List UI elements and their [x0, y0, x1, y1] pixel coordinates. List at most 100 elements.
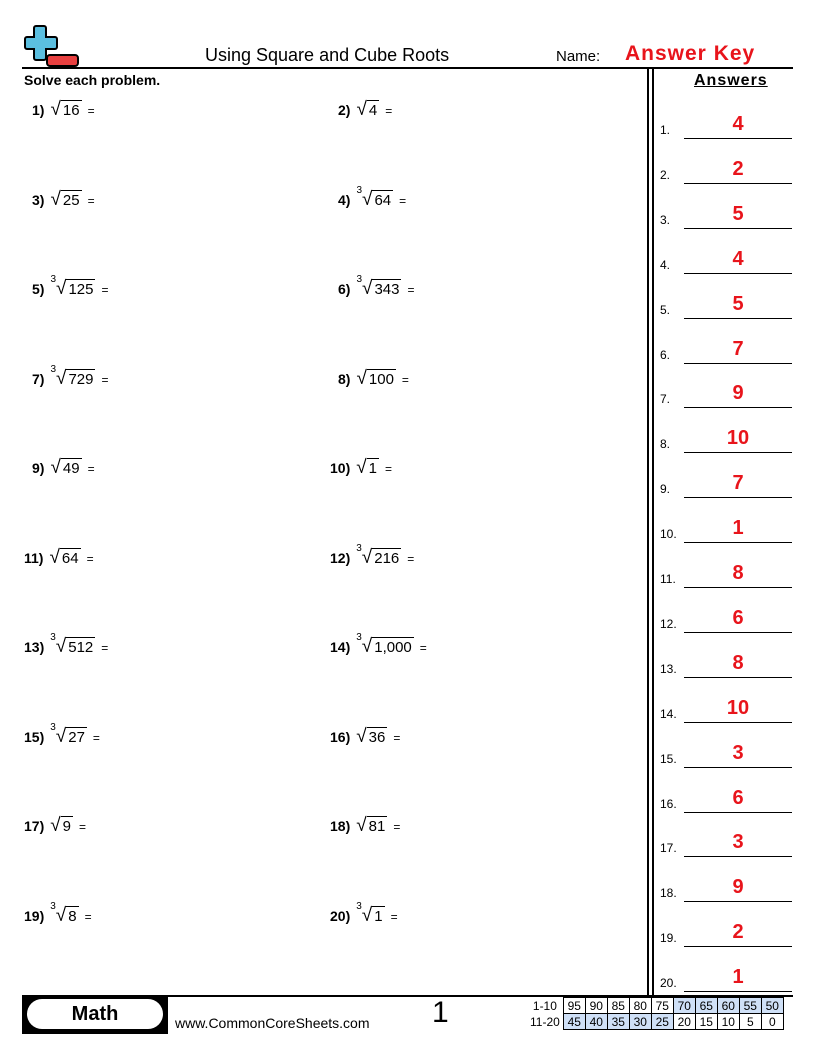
radicand: 49 — [60, 458, 82, 477]
cube-root: 3 √ 8 — [50, 901, 79, 926]
answer-underline — [684, 901, 792, 903]
answers-heading: Answers — [694, 72, 768, 89]
problem-number: 12) — [330, 549, 351, 566]
score-cell: 55 — [738, 997, 762, 1014]
radicand: 36 — [366, 726, 388, 746]
answer-number: 12. — [660, 616, 677, 631]
problem: 17) √ 9 = — [24, 816, 86, 836]
answer-underline — [684, 407, 792, 409]
radical-sign-icon: √ — [55, 725, 67, 747]
answer-value: 5 — [732, 292, 744, 315]
answer-value: 2 — [732, 157, 744, 180]
root-index: 3 — [50, 274, 57, 285]
equals-sign: = — [87, 193, 95, 208]
answer-underline — [684, 811, 792, 813]
problem: 6) 3 √ 343 = — [338, 275, 415, 299]
answer-value: 1 — [732, 517, 744, 540]
plus-minus-logo-icon — [24, 25, 79, 67]
root-index: 3 — [356, 274, 363, 285]
root-index: 3 — [356, 184, 363, 196]
answer-underline — [684, 272, 792, 274]
square-root: √ 25 — [50, 188, 82, 210]
problem-number: 3) — [32, 191, 45, 208]
answer-value: 10 — [726, 696, 750, 719]
problem: 9) √ 49 = — [32, 458, 95, 478]
problem-number: 7) — [32, 370, 45, 387]
score-cell: 85 — [606, 997, 630, 1014]
problem: 7) 3 √ 729 = — [32, 364, 109, 389]
root-index: 3 — [50, 363, 57, 375]
answer-number: 6. — [660, 347, 671, 362]
answer-line: 4. 4 — [658, 246, 792, 274]
instructions: Solve each problem. — [24, 72, 161, 88]
score-row-label: 1-10 — [532, 998, 557, 1013]
radical-sign-icon: √ — [55, 904, 67, 926]
score-row: 11-20 45 40 35 30 25 20 15 10 5 0 — [528, 1013, 784, 1030]
answer-line: 18. 9 — [658, 874, 792, 903]
radical-sign-icon: √ — [356, 457, 367, 478]
score-cell: 15 — [694, 1013, 718, 1030]
score-cell: 30 — [628, 1013, 652, 1030]
answer-underline — [684, 766, 792, 768]
radicand: 216 — [372, 547, 402, 567]
score-cell: 10 — [716, 1013, 740, 1030]
subject-label: Math — [27, 999, 163, 1029]
cube-root: 3 √ 27 — [50, 722, 87, 747]
page-number: 1 — [432, 996, 449, 1029]
answer-underline — [684, 856, 792, 858]
equals-sign: = — [79, 820, 87, 834]
radical-sign-icon: √ — [356, 815, 367, 836]
score-cell: 90 — [584, 997, 608, 1014]
radical-sign-icon: √ — [49, 546, 60, 568]
answer-underline — [684, 317, 792, 319]
name-value: Answer Key — [625, 42, 756, 65]
equals-sign: = — [87, 462, 95, 476]
answer-underline — [684, 452, 792, 454]
equals-sign: = — [407, 551, 415, 566]
equals-sign: = — [101, 641, 109, 655]
cube-root: 3 √ 1 — [356, 901, 385, 926]
root-index: 3 — [50, 632, 56, 643]
answer-underline — [684, 946, 792, 948]
square-root: √ 100 — [356, 368, 396, 389]
radical-sign-icon: √ — [50, 99, 61, 120]
radicand: 25 — [60, 189, 82, 209]
cube-root: 3 √ 64 — [356, 185, 394, 210]
equals-sign: = — [393, 820, 401, 834]
problem-number: 15) — [24, 728, 45, 745]
answer-value: 9 — [732, 382, 744, 405]
answer-value: 1 — [732, 966, 744, 989]
radicand: 125 — [66, 279, 96, 298]
problem-number: 16) — [330, 728, 351, 745]
problem-number: 18) — [330, 818, 351, 834]
root-index: 3 — [50, 721, 56, 733]
radicand: 64 — [372, 189, 394, 209]
answer-value: 3 — [732, 741, 744, 764]
problem-number: 9) — [32, 460, 45, 476]
problem: 13) 3 √ 512 = — [24, 633, 109, 657]
problem: 8) √ 100 = — [338, 368, 409, 389]
answer-line: 1. 4 — [658, 111, 792, 139]
answer-value: 8 — [732, 562, 744, 584]
equals-sign: = — [101, 283, 109, 297]
radical-sign-icon: √ — [50, 188, 61, 210]
cube-root: 3 √ 512 — [50, 633, 96, 657]
problem: 3) √ 25 = — [32, 188, 95, 210]
answer-value: 4 — [732, 113, 744, 135]
radical-sign-icon: √ — [50, 815, 61, 836]
square-root: √ 9 — [50, 815, 74, 836]
answer-line: 19. 2 — [658, 919, 792, 948]
score-cell: 70 — [672, 997, 696, 1014]
worksheet-title: Using Square and Cube Roots — [205, 45, 450, 65]
website-link[interactable]: www.CommonCoreSheets.com — [175, 1015, 370, 1031]
radical-sign-icon: √ — [356, 725, 367, 747]
problem-number: 4) — [338, 191, 351, 208]
problem-number: 8) — [338, 370, 351, 387]
equals-sign: = — [92, 730, 100, 745]
problem-number: 1) — [32, 102, 45, 118]
answer-underline — [684, 227, 792, 229]
answer-line: 11. 8 — [658, 560, 792, 588]
score-cell: 50 — [760, 997, 784, 1014]
problem-number: 2) — [338, 102, 351, 118]
